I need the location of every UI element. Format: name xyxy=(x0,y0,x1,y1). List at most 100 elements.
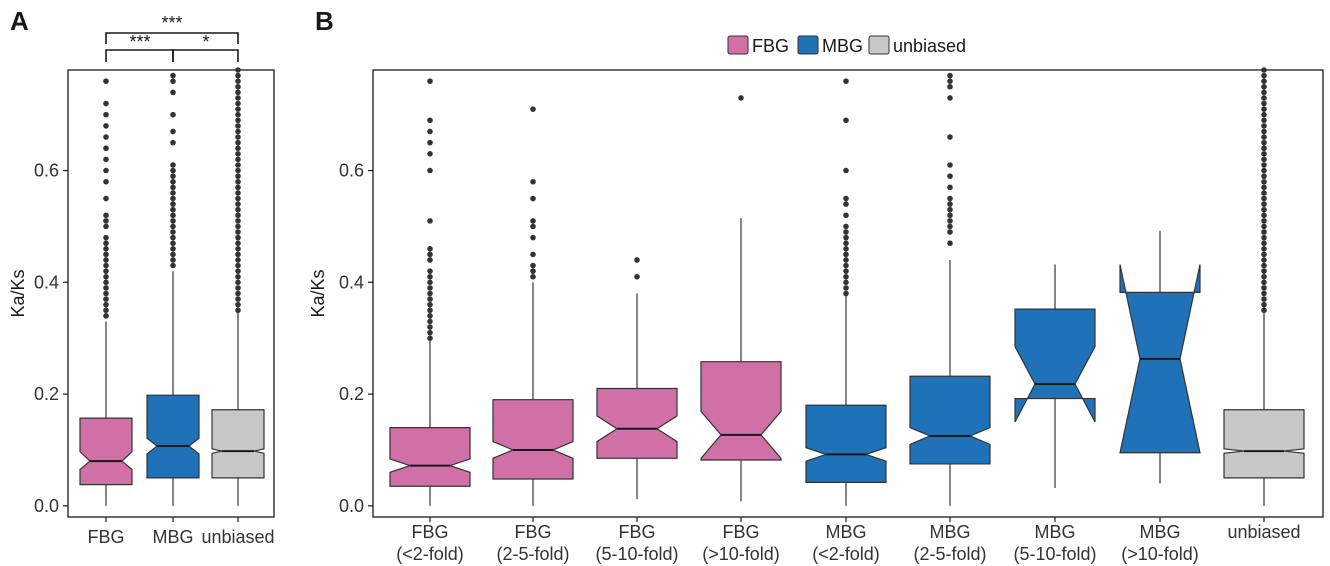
outlier-point xyxy=(843,262,849,269)
outlier-point xyxy=(235,184,241,191)
outlier-point xyxy=(170,89,176,96)
outlier-point xyxy=(947,218,953,224)
outlier-point xyxy=(947,229,953,235)
outlier-point xyxy=(1261,145,1267,152)
outlier-point xyxy=(170,162,176,168)
outlier-point xyxy=(235,156,241,163)
outlier-point xyxy=(634,257,640,263)
outlier-point xyxy=(530,106,536,112)
legend-swatch-fbg xyxy=(727,35,749,55)
outlier-point xyxy=(235,111,241,118)
outlier-point xyxy=(235,240,241,247)
y-tick-label: 0.2 xyxy=(34,384,59,404)
outlier-point xyxy=(947,72,953,79)
box-fbg-1 xyxy=(79,78,133,506)
outlier-point xyxy=(1261,212,1267,219)
outlier-point xyxy=(1261,100,1267,107)
box-fbg-4 xyxy=(700,95,782,502)
outlier-point xyxy=(1261,223,1267,230)
outlier-point xyxy=(1261,268,1267,274)
legend-swatch-mbg xyxy=(797,35,819,55)
outlier-point xyxy=(1261,195,1267,202)
outlier-point xyxy=(235,134,241,140)
outlier-point xyxy=(235,145,241,152)
legend-label-fbg: FBG xyxy=(752,36,789,56)
outlier-point xyxy=(170,246,176,252)
box-body xyxy=(389,427,471,487)
outlier-point xyxy=(103,257,109,263)
outlier-point xyxy=(1261,285,1267,291)
outlier-point xyxy=(1261,246,1267,252)
outlier-point xyxy=(427,128,433,135)
outlier-point xyxy=(1261,201,1267,207)
outlier-point xyxy=(738,95,744,101)
outlier-point xyxy=(170,190,176,196)
outlier-point xyxy=(843,251,849,258)
outlier-point xyxy=(235,206,241,213)
outlier-point xyxy=(1261,173,1267,179)
outlier-point xyxy=(427,290,433,297)
y-tick-label: 0.6 xyxy=(339,161,364,181)
outlier-point xyxy=(103,223,109,230)
box-mbg-8 xyxy=(1119,230,1201,484)
outlier-point xyxy=(947,184,953,191)
box-mbg-2 xyxy=(146,72,200,506)
outlier-point xyxy=(103,285,109,291)
outlier-point xyxy=(235,301,241,308)
outlier-point xyxy=(103,212,109,219)
outlier-point xyxy=(427,329,433,336)
x-tick-label: FBG xyxy=(618,522,655,542)
outlier-point xyxy=(235,89,241,96)
outlier-point xyxy=(103,313,109,319)
outlier-point xyxy=(1261,290,1267,297)
outlier-point xyxy=(235,123,241,129)
outlier-point xyxy=(947,212,953,219)
box-mbg-5 xyxy=(805,78,887,506)
significance-brackets: *** *** * xyxy=(105,13,239,62)
outlier-point xyxy=(235,72,241,79)
outlier-point xyxy=(103,268,109,274)
outlier-point xyxy=(1261,89,1267,96)
outlier-point xyxy=(427,313,433,319)
y-axis-title: Ka/Ks xyxy=(308,269,328,317)
outlier-point xyxy=(103,246,109,252)
outlier-point xyxy=(843,257,849,263)
outlier-point xyxy=(235,273,241,280)
outlier-point xyxy=(947,162,953,168)
outlier-point xyxy=(1261,139,1267,146)
outlier-point xyxy=(235,218,241,224)
outlier-point xyxy=(1261,72,1267,79)
x-tick-label: (>10-fold) xyxy=(1121,544,1199,564)
sig-label-fbg-unbiased: *** xyxy=(161,13,182,33)
outlier-point xyxy=(103,100,109,107)
outlier-point xyxy=(103,134,109,140)
outlier-point xyxy=(843,273,849,280)
outlier-point xyxy=(235,212,241,219)
outlier-point xyxy=(235,257,241,263)
outlier-point xyxy=(170,234,176,241)
outlier-point xyxy=(1261,128,1267,135)
outlier-point xyxy=(947,95,953,101)
outlier-point xyxy=(235,95,241,101)
outlier-point xyxy=(103,240,109,247)
outlier-point xyxy=(170,229,176,235)
outlier-point xyxy=(427,307,433,314)
outlier-point xyxy=(530,218,536,224)
x-tick-label: MBG xyxy=(1034,522,1075,542)
outlier-point xyxy=(947,83,953,90)
outlier-point xyxy=(1261,95,1267,101)
box-body xyxy=(211,409,265,479)
x-tick-label: (>10-fold) xyxy=(702,544,780,564)
bracket-mbg-unbiased xyxy=(172,49,239,62)
outlier-point xyxy=(1261,123,1267,129)
outlier-point xyxy=(170,218,176,224)
x-tick-label: unbiased xyxy=(201,527,274,547)
outlier-point xyxy=(1261,307,1267,314)
outlier-point xyxy=(843,229,849,235)
x-tick-label: FBG xyxy=(722,522,759,542)
outlier-point xyxy=(235,162,241,168)
outlier-point xyxy=(530,251,536,258)
outlier-point xyxy=(530,262,536,269)
outlier-point xyxy=(427,167,433,174)
outlier-point xyxy=(530,268,536,274)
